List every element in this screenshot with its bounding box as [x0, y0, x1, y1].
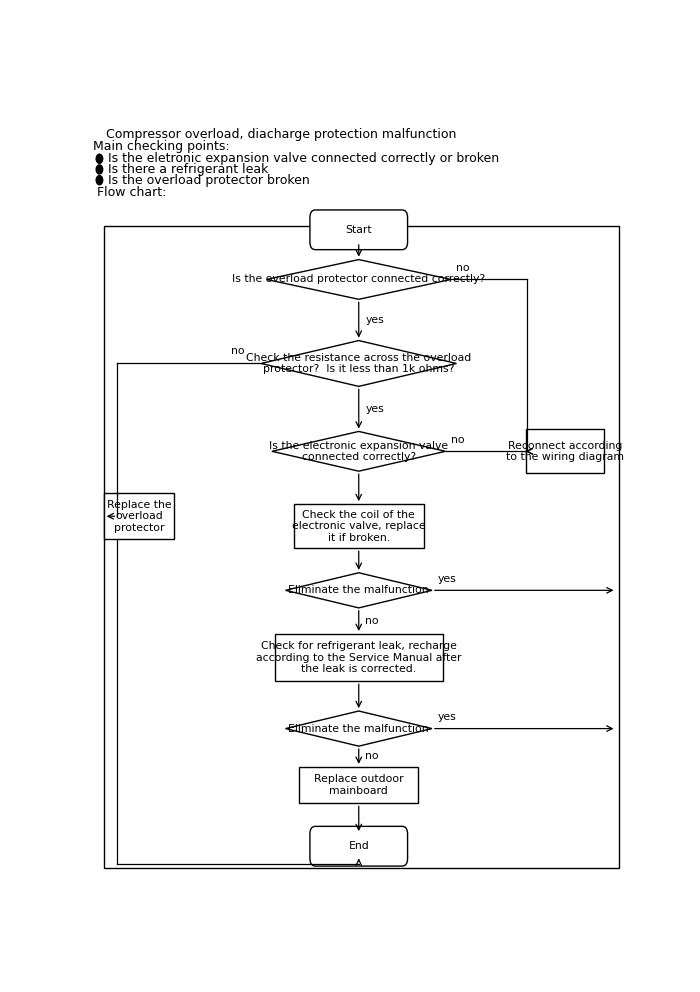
FancyBboxPatch shape	[310, 210, 407, 250]
Text: Is there a refrigerant leak: Is there a refrigerant leak	[108, 163, 269, 176]
Text: Is the eletronic expansion valve connected correctly or broken: Is the eletronic expansion valve connect…	[108, 152, 499, 166]
Circle shape	[96, 165, 103, 174]
Circle shape	[96, 154, 103, 164]
Text: yes: yes	[365, 314, 384, 325]
Circle shape	[96, 176, 103, 185]
Bar	[294, 504, 424, 549]
Text: Flow chart:: Flow chart:	[93, 186, 167, 198]
Text: Main checking points:: Main checking points:	[93, 140, 230, 153]
Text: Reconnect according
to the wiring diagram: Reconnect according to the wiring diagra…	[506, 440, 624, 462]
Text: no: no	[451, 435, 465, 445]
Text: Check the resistance across the overload
protector?  Is it less than 1k ohms?: Check the resistance across the overload…	[246, 353, 471, 374]
Text: Eliminate the malfunction: Eliminate the malfunction	[288, 723, 429, 734]
Text: Replace outdoor
mainboard: Replace outdoor mainboard	[314, 775, 404, 796]
FancyBboxPatch shape	[310, 826, 407, 866]
Bar	[104, 493, 174, 540]
Bar	[274, 634, 443, 682]
Bar	[526, 430, 604, 473]
Text: Check the coil of the
electronic valve, replace
it if broken.: Check the coil of the electronic valve, …	[292, 510, 426, 543]
Text: Replace the
overload
protector: Replace the overload protector	[106, 500, 172, 533]
Polygon shape	[267, 260, 451, 300]
Polygon shape	[272, 432, 446, 471]
Text: Is the electronic expansion valve
connected correctly?: Is the electronic expansion valve connec…	[270, 440, 448, 462]
Text: no: no	[231, 346, 245, 356]
Text: Is the overload protector broken: Is the overload protector broken	[108, 174, 310, 186]
Text: no: no	[456, 263, 470, 274]
Polygon shape	[286, 711, 432, 746]
Text: Is the overload protector connected correctly?: Is the overload protector connected corr…	[232, 275, 485, 285]
Text: yes: yes	[438, 574, 456, 584]
Text: yes: yes	[365, 404, 384, 414]
Bar	[104, 226, 619, 868]
Polygon shape	[261, 340, 456, 387]
Text: Start: Start	[345, 225, 372, 235]
Bar	[299, 767, 419, 804]
Text: yes: yes	[438, 712, 456, 722]
Text: no: no	[365, 616, 379, 626]
Text: Eliminate the malfunction: Eliminate the malfunction	[288, 585, 429, 595]
Text: Compressor overload, diacharge protection malfunction: Compressor overload, diacharge protectio…	[98, 128, 456, 141]
Text: End: End	[349, 841, 369, 851]
Text: no: no	[365, 752, 379, 762]
Polygon shape	[286, 572, 432, 608]
Text: Check for refrigerant leak, recharge
according to the Service Manual after
the l: Check for refrigerant leak, recharge acc…	[256, 641, 461, 675]
